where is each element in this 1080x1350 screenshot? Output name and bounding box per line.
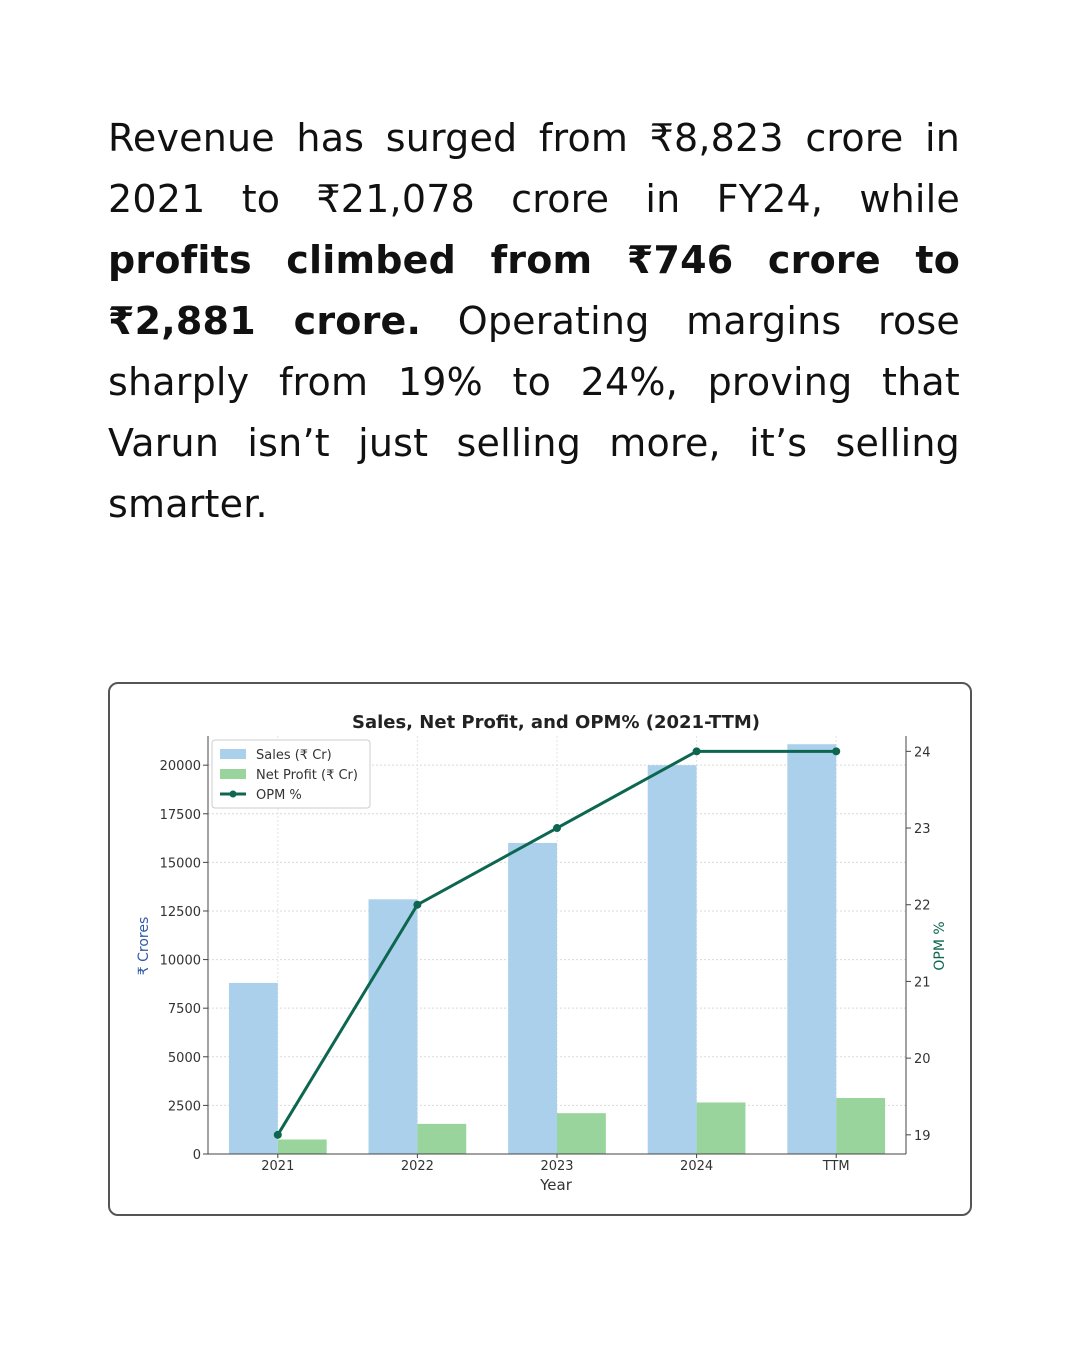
sales-profit-opm-chart: 0 2500 5000 7500 10000 12500 15000 17500 20000 19…: [136, 712, 948, 1194]
net-profit-bar-TTM: [836, 1097, 886, 1154]
opm-point-TTM: [832, 747, 841, 756]
y-tick-label: 2500: [168, 1099, 201, 1114]
y-tick-label: 5000: [168, 1051, 201, 1066]
y2-tick-label: 19: [914, 1129, 931, 1144]
sales-bar-2021: [228, 982, 278, 1154]
chart-legend: Sales (₹ Cr) Net Profit (₹ Cr) OPM %: [211, 739, 371, 809]
y-tick-label: 7500: [168, 1002, 201, 1017]
legend-label-1: Net Profit (₹ Cr): [256, 768, 358, 783]
y-tick-label: 0: [193, 1148, 201, 1163]
x-axis-label: Year: [539, 1176, 573, 1194]
x-tick-label: 2021: [261, 1159, 294, 1174]
opm-point-2022: [413, 900, 422, 909]
y-tick-label: 15000: [160, 856, 201, 871]
summary-paragraph: Revenue has surged from ₹8,823 crore in …: [108, 108, 960, 535]
opm-point-2023: [553, 824, 561, 833]
legend-swatch-1: [220, 769, 246, 779]
legend-label-2: OPM %: [256, 788, 302, 803]
legend-swatch-0: [220, 749, 246, 759]
y-tick-label: 12500: [160, 905, 201, 920]
y2-axis-label: OPM %: [932, 921, 948, 970]
opm-point-2021: [273, 1130, 282, 1139]
y2-tick-label: 20: [914, 1052, 931, 1067]
summary-text-bold: profits climbed from ₹746 crore to ₹2,88…: [108, 238, 960, 343]
y-axis-label: ₹ Crores: [136, 917, 152, 976]
sales-bar-2022: [368, 899, 418, 1154]
net-profit-bar-2022: [417, 1123, 467, 1154]
x-tick-label: TTM: [822, 1159, 850, 1174]
legend-box: [211, 739, 371, 809]
y2-tick-label: 21: [914, 975, 931, 990]
net-profit-bar-2024: [696, 1102, 746, 1154]
x-tick-label: 2022: [401, 1159, 434, 1174]
y2-tick-label: 22: [914, 899, 931, 914]
x-tick-label: 2023: [540, 1159, 573, 1174]
y-tick-label: 17500: [160, 808, 201, 823]
chart-title: Sales, Net Profit, and OPM% (2021-TTM): [352, 712, 760, 733]
legend-label-0: Sales (₹ Cr): [256, 748, 332, 763]
sales-bar-2023: [508, 842, 557, 1154]
y-tick-label: 10000: [160, 954, 201, 969]
chart-card: 0 2500 5000 7500 10000 12500 15000 17500 20000 19…: [108, 682, 972, 1216]
sales-bar-2024: [647, 765, 697, 1154]
legend-marker-2: [229, 790, 237, 798]
y2-tick-label: 23: [914, 822, 931, 837]
sales-bar-TTM: [787, 744, 837, 1154]
net-profit-bar-2023: [557, 1113, 606, 1154]
y-tick-label: 20000: [160, 759, 201, 774]
y2-tick-label: 24: [914, 745, 931, 760]
opm-point-2024: [692, 747, 701, 756]
summary-text-1: Revenue has surged from ₹8,823 crore in …: [108, 116, 960, 221]
net-profit-bar-2021: [277, 1139, 327, 1154]
summary-text-2: Operating margins rose sharply from 19% …: [108, 299, 960, 526]
x-tick-label: 2024: [680, 1159, 713, 1174]
